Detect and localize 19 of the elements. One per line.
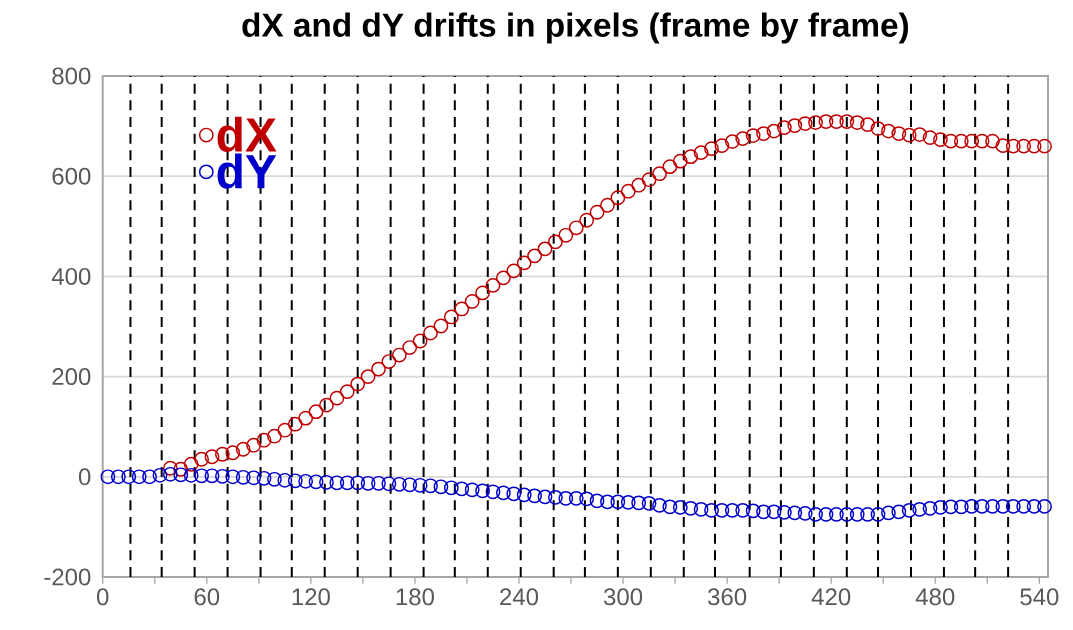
x-tick-label: 420 [811, 588, 851, 606]
x-tick-label: 300 [603, 588, 643, 606]
y-tick-label: 400 [51, 267, 91, 285]
x-tick-label: 120 [292, 588, 330, 606]
y-tick-label: 200 [52, 368, 91, 386]
y-tick-label: 600 [52, 167, 91, 185]
x-tick-label: 60 [194, 588, 220, 606]
x-tick-label: 540 [1020, 588, 1059, 606]
x-tick-label: 360 [708, 588, 747, 606]
y-tick-label: -200 [44, 568, 91, 586]
x-tick-label: 480 [915, 588, 955, 606]
x-tick-label: 180 [396, 588, 435, 606]
chart-title: dX and dY drifts in pixels (frame by frame) [242, 12, 909, 44]
y-tick-label: 0 [78, 468, 91, 486]
y-tick-label: 800 [52, 67, 91, 85]
legend-label: dY [217, 153, 277, 189]
x-tick-label: 240 [500, 588, 539, 606]
legend-label: dX [217, 116, 277, 152]
x-tick-label: 0 [96, 588, 109, 606]
